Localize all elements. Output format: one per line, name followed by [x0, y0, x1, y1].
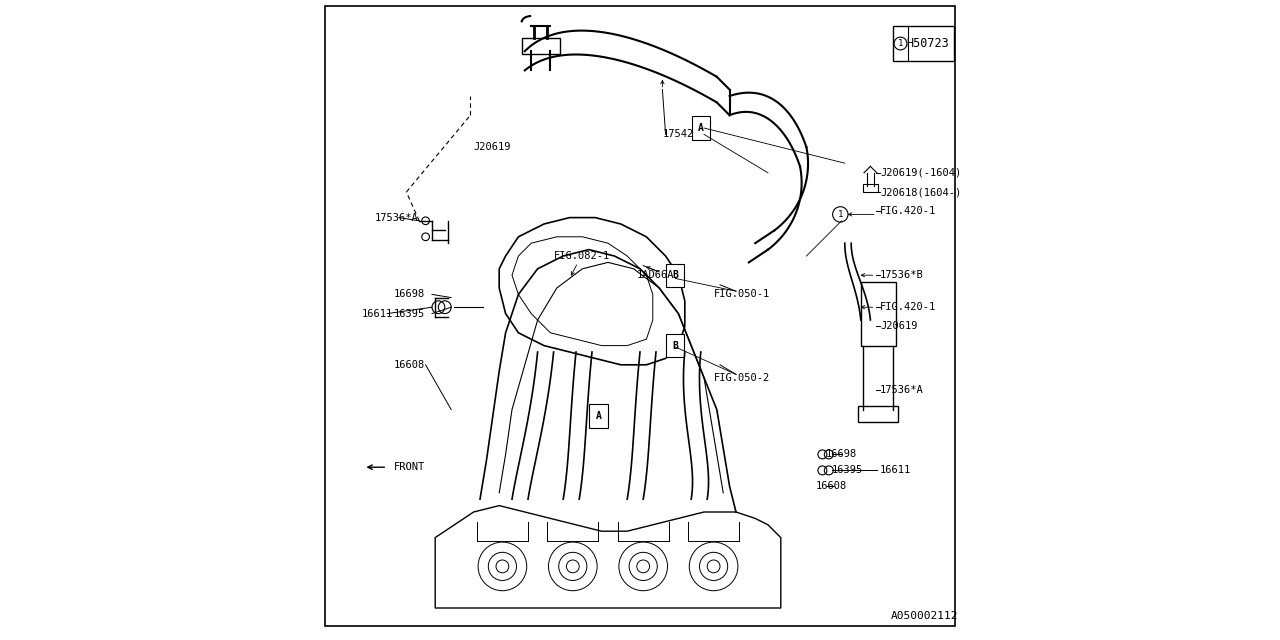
- Text: J20619: J20619: [881, 321, 918, 332]
- Text: J20619: J20619: [474, 142, 511, 152]
- Text: FIG.420-1: FIG.420-1: [881, 302, 936, 312]
- Bar: [858, 406, 899, 422]
- Text: A: A: [698, 123, 704, 133]
- Text: 16608: 16608: [394, 360, 425, 370]
- Bar: [666, 264, 685, 287]
- Text: B: B: [672, 270, 678, 280]
- Text: FIG.050-2: FIG.050-2: [714, 372, 769, 383]
- Text: 17536*A: 17536*A: [881, 385, 924, 396]
- Text: 16698: 16698: [394, 289, 425, 300]
- Text: J20618(1604-): J20618(1604-): [881, 187, 961, 197]
- Text: FIG.050-1: FIG.050-1: [714, 289, 769, 300]
- Bar: [863, 184, 878, 192]
- Text: J20619(-1604): J20619(-1604): [881, 168, 961, 178]
- Text: A050002112: A050002112: [891, 611, 959, 621]
- Bar: [666, 334, 685, 357]
- Text: FIG.420-1: FIG.420-1: [881, 206, 936, 216]
- Text: A: A: [595, 411, 602, 421]
- Text: 16395: 16395: [832, 465, 863, 476]
- Text: B: B: [672, 340, 678, 351]
- Text: 16611: 16611: [881, 465, 911, 476]
- Bar: [589, 404, 608, 428]
- Text: FIG.082-1: FIG.082-1: [554, 251, 609, 261]
- Bar: [522, 38, 561, 54]
- Bar: [893, 26, 954, 61]
- Text: 17536*A: 17536*A: [374, 212, 419, 223]
- Text: 16611: 16611: [362, 308, 393, 319]
- Text: 16608: 16608: [817, 481, 847, 492]
- Bar: [691, 116, 710, 140]
- Text: 1AD66A: 1AD66A: [637, 270, 675, 280]
- Text: FRONT: FRONT: [394, 462, 425, 472]
- Text: 16395: 16395: [394, 308, 425, 319]
- Text: 1: 1: [837, 210, 844, 219]
- Text: H50723: H50723: [906, 37, 950, 50]
- Text: 17542: 17542: [663, 129, 694, 140]
- Text: 16698: 16698: [826, 449, 856, 460]
- Bar: [860, 282, 896, 346]
- Text: 17536*B: 17536*B: [881, 270, 924, 280]
- Text: 1: 1: [897, 39, 904, 48]
